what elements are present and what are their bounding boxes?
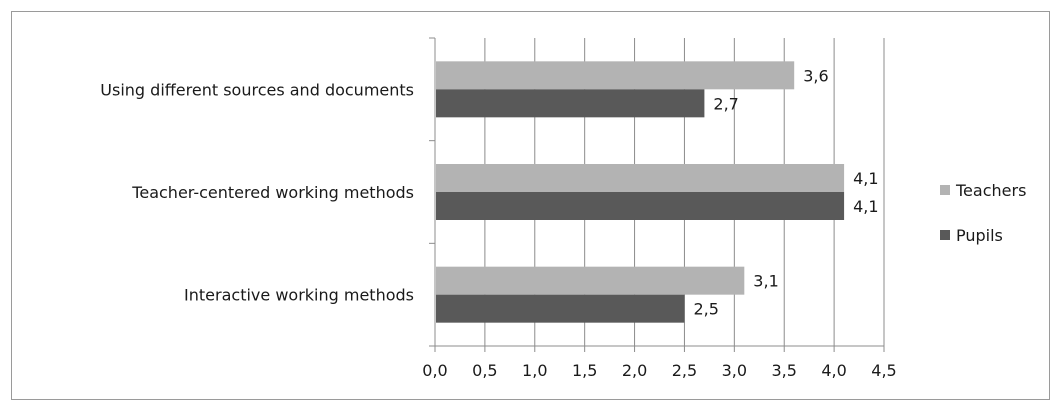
x-tick-label: 0,0 [422, 361, 447, 380]
bar-teachers [436, 266, 745, 295]
data-label: 4,1 [853, 169, 878, 188]
legend-swatch [940, 185, 950, 195]
data-label: 2,5 [693, 300, 718, 319]
x-tick-label: 2,5 [672, 361, 697, 380]
bar-pupils [436, 89, 705, 118]
legend-swatch [940, 230, 950, 240]
category-label: Using different sources and documents [100, 80, 414, 99]
data-label: 2,7 [713, 94, 738, 113]
data-label: 3,6 [803, 66, 828, 85]
x-tick-label: 3,5 [771, 361, 796, 380]
x-tick-label: 4,0 [821, 361, 846, 380]
category-label: Teacher-centered working methods [131, 183, 414, 202]
bar-teachers [436, 164, 845, 192]
category-label: Interactive working methods [184, 286, 414, 305]
axes [429, 37, 885, 352]
x-tick-label: 2,0 [622, 361, 647, 380]
x-tick-label: 3,0 [722, 361, 747, 380]
legend-label: Teachers [955, 181, 1026, 200]
category-labels: Using different sources and documents Tea… [100, 80, 414, 304]
legend: Teachers Pupils [940, 181, 1026, 245]
data-label: 3,1 [753, 272, 778, 291]
x-tick-labels: 0,0 0,5 1,0 1,5 2,0 2,5 3,0 3,5 4,0 4,5 [422, 361, 896, 380]
x-tick-label: 4,5 [871, 361, 896, 380]
bar-pupils [436, 192, 845, 220]
data-labels: 3,6 2,7 4,1 4,1 3,1 2,5 [693, 66, 878, 318]
legend-label: Pupils [956, 226, 1003, 245]
bars [436, 61, 845, 323]
x-tick-label: 1,5 [572, 361, 597, 380]
x-tick-label: 0,5 [472, 361, 497, 380]
x-tick-label: 1,0 [522, 361, 547, 380]
bar-teachers [436, 61, 795, 90]
data-label: 4,1 [853, 197, 878, 216]
bar-pupils [436, 294, 685, 323]
